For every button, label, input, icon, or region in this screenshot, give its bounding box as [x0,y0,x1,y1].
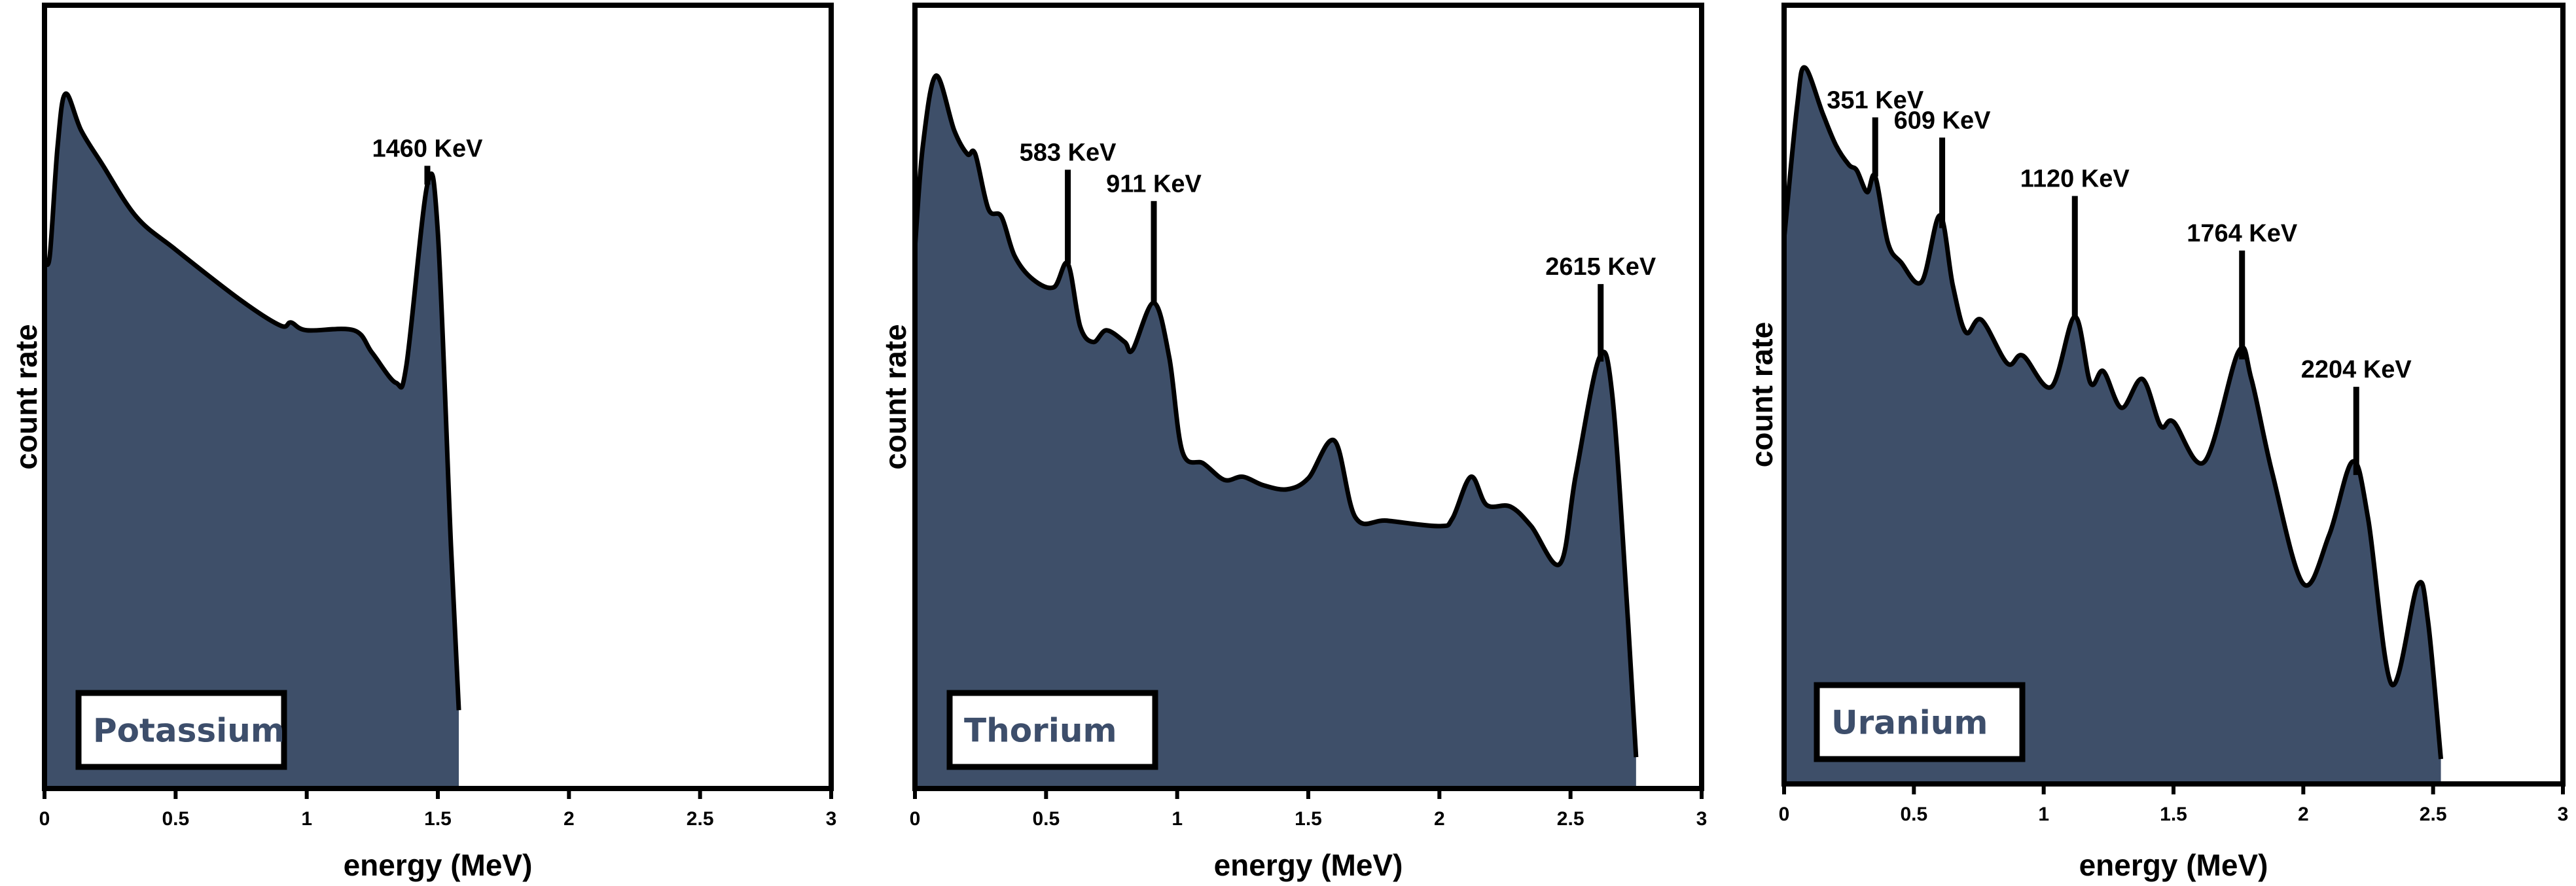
spectrum-area [1784,67,2441,785]
spectrum-area [45,93,459,789]
x-tick-label: 2 [1434,808,1445,830]
spectrum-panel-potassium: 1460 KeV 0 0.5 1 1.5 2 2.5 3 energy (MeV) count r… [9,3,837,882]
element-label: Thorium [964,712,1117,750]
y-axis-label: count rate [1745,322,1779,467]
x-tick-label: 1.5 [424,808,452,830]
x-tick-label: 1 [2038,804,2049,825]
spectrum-line [1781,65,2444,760]
x-tick-label: 1 [301,808,312,830]
spectrum-area [915,75,1636,789]
element-label-box [946,690,1158,770]
x-tick-label: 3 [826,808,837,830]
x-axis-label: energy (MeV) [344,848,533,882]
element-label-box [1814,682,2026,762]
x-tick-label: 1.5 [2160,804,2187,825]
x-axis-label: energy (MeV) [1214,848,1403,882]
x-tick-label: 1.5 [1295,808,1322,830]
x-tick-label: 2.5 [687,808,714,830]
x-tick-label: 0 [910,808,921,830]
peak-label: 1764 KeV [2187,220,2298,247]
y-axis-label: count rate [9,324,43,469]
x-axis-label: energy (MeV) [2079,848,2268,882]
x-tick-label: 0 [1779,804,1790,825]
x-tick-label: 2 [2298,804,2309,825]
x-tick-label: 2 [564,808,575,830]
spectrum-line [42,91,461,711]
peak-label: 1120 KeV [2020,166,2130,193]
peak-label: 911 KeV [1106,170,1202,198]
x-tick-label: 3 [2558,804,2569,825]
element-label: Uranium [1831,704,1988,742]
element-label: Potassium [93,712,285,750]
peak-label: 583 KeV [1020,139,1117,166]
spectrum-panel-thorium: 583 KeV 911 KeV 2615 KeV 0 0.5 1 1.5 2 2.5 3 energ… [878,3,1708,882]
peak-label: 2615 KeV [1545,253,1656,281]
x-tick-label: 0.5 [1900,804,1927,825]
x-tick-label: 0 [39,808,50,830]
peak-label: 2204 KeV [2301,356,2412,383]
x-tick-label: 1 [1172,808,1183,830]
x-tick-label: 3 [1696,808,1708,830]
element-label-box [75,690,287,770]
x-tick-label: 2.5 [2420,804,2447,825]
spectrum-line [912,73,1639,758]
peak-label: 609 KeV [1894,107,1992,134]
y-axis-label: count rate [878,324,912,469]
x-tick-label: 2.5 [1557,808,1584,830]
x-tick-label: 0.5 [1032,808,1060,830]
peak-label: 1460 KeV [372,135,483,162]
peak-label: 351 KeV [1827,86,1924,114]
x-tick-label: 0.5 [162,808,189,830]
